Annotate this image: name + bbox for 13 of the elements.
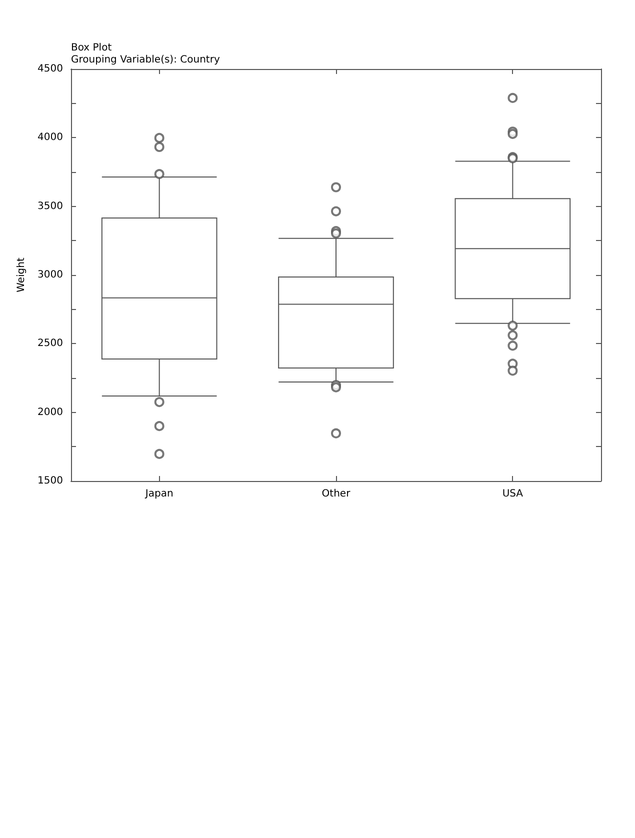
chart-title: Box Plot [71, 42, 112, 54]
y-tick-label: 2500 [38, 338, 63, 350]
y-tick-label: 2000 [38, 406, 63, 418]
y-tick-label: 3500 [38, 200, 63, 212]
x-tick-label: USA [502, 488, 524, 500]
y-axis-title: Weight [16, 258, 28, 292]
y-tick-label: 1500 [38, 476, 63, 486]
y-tick-label: 4000 [38, 132, 63, 144]
y-tick-label: 4500 [38, 64, 63, 74]
x-tick-label: Japan [144, 488, 174, 500]
chart-subtitle: Grouping Variable(s): Country [71, 54, 220, 66]
x-tick-label: Other [322, 488, 352, 500]
y-tick-label: 3000 [38, 270, 63, 280]
